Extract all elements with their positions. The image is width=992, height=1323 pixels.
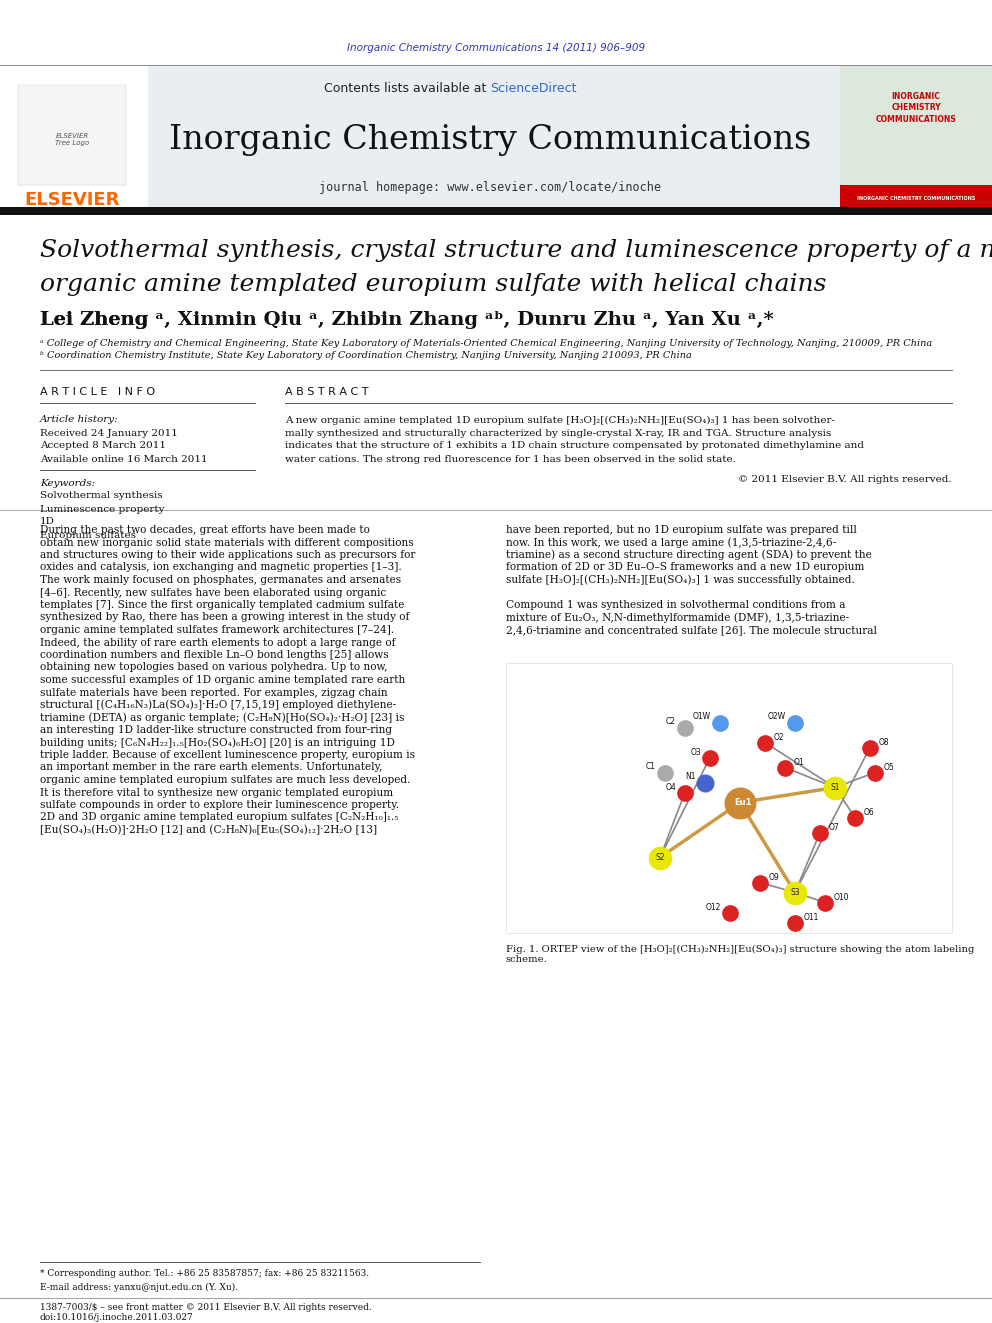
Text: organic amine templated sulfates framework architectures [7–24].: organic amine templated sulfates framewo… xyxy=(40,624,394,635)
Bar xyxy=(18,85,126,185)
Text: O1: O1 xyxy=(794,758,805,767)
Bar xyxy=(506,663,952,933)
Text: O9: O9 xyxy=(769,873,780,882)
Bar xyxy=(840,185,992,210)
Text: O6: O6 xyxy=(864,808,875,818)
Text: A R T I C L E   I N F O: A R T I C L E I N F O xyxy=(40,388,155,397)
Text: formation of 2D or 3D Eu–O–S frameworks and a new 1D europium: formation of 2D or 3D Eu–O–S frameworks … xyxy=(506,562,864,573)
Text: building units; [C₆N₄H₂₂]₁.₅[Ho₂(SO₄)₆H₂O] [20] is an intriguing 1D: building units; [C₆N₄H₂₂]₁.₅[Ho₂(SO₄)₆H₂… xyxy=(40,737,395,747)
Text: Article history:: Article history: xyxy=(40,415,119,425)
Text: triamine (DETA) as organic template; (C₂H₈N)[Ho(SO₄)₂·H₂O] [23] is: triamine (DETA) as organic template; (C₂… xyxy=(40,712,405,722)
Text: N1: N1 xyxy=(685,773,696,781)
Text: During the past two decades, great efforts have been made to: During the past two decades, great effor… xyxy=(40,525,370,534)
Text: ᵃ College of Chemistry and Chemical Engineering, State Key Laboratory of Materia: ᵃ College of Chemistry and Chemical Engi… xyxy=(40,339,932,348)
Text: indicates that the structure of 1 exhibits a 1D chain structure compensated by p: indicates that the structure of 1 exhibi… xyxy=(285,442,864,451)
Text: now. In this work, we used a large amine (1,3,5-triazine-2,4,6-: now. In this work, we used a large amine… xyxy=(506,537,836,548)
Text: 2D and 3D organic amine templated europium sulfates [C₂N₂H₁₀]₁.₅: 2D and 3D organic amine templated europi… xyxy=(40,812,399,823)
Text: O3: O3 xyxy=(690,747,701,757)
Text: an important member in the rare earth elements. Unfortunately,: an important member in the rare earth el… xyxy=(40,762,382,773)
Text: sulfate materials have been reported. For examples, zigzag chain: sulfate materials have been reported. Fo… xyxy=(40,688,388,697)
Text: Inorganic Chemistry Communications: Inorganic Chemistry Communications xyxy=(169,124,811,156)
Bar xyxy=(0,206,992,216)
Text: [4–6]. Recently, new sulfates have been elaborated using organic: [4–6]. Recently, new sulfates have been … xyxy=(40,587,386,598)
Text: O11: O11 xyxy=(804,913,819,922)
Text: an interesting 1D ladder-like structure constructed from four-ring: an interesting 1D ladder-like structure … xyxy=(40,725,392,736)
Text: S2: S2 xyxy=(656,853,665,863)
Text: Fig. 1. ORTEP view of the [H₃O]₂[(CH₃)₂NH₂][Eu(SO₄)₃] structure showing the atom: Fig. 1. ORTEP view of the [H₃O]₂[(CH₃)₂N… xyxy=(506,945,974,964)
Text: doi:10.1016/j.inoche.2011.03.027: doi:10.1016/j.inoche.2011.03.027 xyxy=(40,1314,193,1323)
Text: O12: O12 xyxy=(705,904,721,912)
Text: E-mail address: yanxu@njut.edu.cn (Y. Xu).: E-mail address: yanxu@njut.edu.cn (Y. Xu… xyxy=(40,1282,238,1291)
Text: Solvothermal synthesis: Solvothermal synthesis xyxy=(40,492,163,500)
Text: A new organic amine templated 1D europium sulfate [H₃O]₂[(CH₃)₂NH₂][Eu(SO₄)₃] 1 : A new organic amine templated 1D europiu… xyxy=(285,415,835,425)
Text: 1387-7003/$ – see front matter © 2011 Elsevier B.V. All rights reserved.: 1387-7003/$ – see front matter © 2011 El… xyxy=(40,1303,372,1312)
Text: © 2011 Elsevier B.V. All rights reserved.: © 2011 Elsevier B.V. All rights reserved… xyxy=(738,475,952,484)
Text: templates [7]. Since the first organically templated cadmium sulfate: templates [7]. Since the first organical… xyxy=(40,601,405,610)
Text: Available online 16 March 2011: Available online 16 March 2011 xyxy=(40,455,207,463)
Text: Eu1: Eu1 xyxy=(734,798,752,807)
Text: oxides and catalysis, ion exchanging and magnetic properties [1–3].: oxides and catalysis, ion exchanging and… xyxy=(40,562,402,573)
Text: obtain new inorganic solid state materials with different compositions: obtain new inorganic solid state materia… xyxy=(40,537,414,548)
Text: 1D: 1D xyxy=(40,517,55,527)
Text: obtaining new topologies based on various polyhedra. Up to now,: obtaining new topologies based on variou… xyxy=(40,663,388,672)
Text: C1: C1 xyxy=(646,762,656,771)
Text: O8: O8 xyxy=(879,738,890,747)
Text: triple ladder. Because of excellent luminescence property, europium is: triple ladder. Because of excellent lumi… xyxy=(40,750,415,759)
Text: INORGANIC
CHEMISTRY
COMMUNICATIONS: INORGANIC CHEMISTRY COMMUNICATIONS xyxy=(876,91,956,124)
Text: journal homepage: www.elsevier.com/locate/inoche: journal homepage: www.elsevier.com/locat… xyxy=(319,181,661,194)
Text: S1: S1 xyxy=(830,783,840,792)
Text: Lei Zheng: Lei Zheng xyxy=(40,311,149,329)
Text: O5: O5 xyxy=(884,763,895,773)
Text: some successful examples of 1D organic amine templated rare earth: some successful examples of 1D organic a… xyxy=(40,675,406,685)
Text: organic amine templated europium sulfate with helical chains: organic amine templated europium sulfate… xyxy=(40,274,826,296)
Text: Contents lists available at: Contents lists available at xyxy=(323,82,490,94)
Text: Accepted 8 March 2011: Accepted 8 March 2011 xyxy=(40,442,166,451)
Text: INORGANIC CHEMISTRY COMMUNICATIONS: INORGANIC CHEMISTRY COMMUNICATIONS xyxy=(857,197,975,201)
Text: ᵇ Coordination Chemistry Institute, State Key Laboratory of Coordination Chemist: ᵇ Coordination Chemistry Institute, Stat… xyxy=(40,352,691,360)
Text: O7: O7 xyxy=(829,823,840,832)
Text: Keywords:: Keywords: xyxy=(40,479,95,487)
Text: Inorganic Chemistry Communications 14 (2011) 906–909: Inorganic Chemistry Communications 14 (2… xyxy=(347,44,645,53)
Text: O10: O10 xyxy=(834,893,849,902)
Text: 2,4,6-triamine and concentrated sulfate [26]. The molecule structural: 2,4,6-triamine and concentrated sulfate … xyxy=(506,624,877,635)
Bar xyxy=(148,65,840,210)
Text: Received 24 January 2011: Received 24 January 2011 xyxy=(40,429,178,438)
Text: Lei Zheng ᵃ, Xinmin Qiu ᵃ, Zhibin Zhang ᵃᵇ, Dunru Zhu ᵃ, Yan Xu ᵃ,*: Lei Zheng ᵃ, Xinmin Qiu ᵃ, Zhibin Zhang … xyxy=(40,311,774,329)
Text: * Corresponding author. Tel.: +86 25 83587857; fax: +86 25 83211563.: * Corresponding author. Tel.: +86 25 835… xyxy=(40,1270,369,1278)
Text: The work mainly focused on phosphates, germanates and arsenates: The work mainly focused on phosphates, g… xyxy=(40,576,401,585)
Text: have been reported, but no 1D europium sulfate was prepared till: have been reported, but no 1D europium s… xyxy=(506,525,857,534)
Text: coordination numbers and flexible Ln–O bond lengths [25] allows: coordination numbers and flexible Ln–O b… xyxy=(40,650,389,660)
Text: Solvothermal synthesis, crystal structure and luminescence property of a new 1D: Solvothermal synthesis, crystal structur… xyxy=(40,238,992,262)
Text: S3: S3 xyxy=(791,888,800,897)
Text: Indeed, the ability of rare earth elements to adopt a large range of: Indeed, the ability of rare earth elemen… xyxy=(40,638,396,647)
Text: Europium sulfates: Europium sulfates xyxy=(40,531,136,540)
Text: sulfate [H₃O]₂[(CH₃)₂NH₂][Eu(SO₄)₃] 1 was successfully obtained.: sulfate [H₃O]₂[(CH₃)₂NH₂][Eu(SO₄)₃] 1 wa… xyxy=(506,574,855,585)
Text: C2: C2 xyxy=(666,717,676,726)
Text: and structures owing to their wide applications such as precursors for: and structures owing to their wide appli… xyxy=(40,550,416,560)
Text: triamine) as a second structure directing agent (SDA) to prevent the: triamine) as a second structure directin… xyxy=(506,550,872,560)
Text: O4: O4 xyxy=(666,783,676,792)
Text: A B S T R A C T: A B S T R A C T xyxy=(285,388,368,397)
Text: water cations. The strong red fluorescence for 1 has been observed in the solid : water cations. The strong red fluorescen… xyxy=(285,455,736,463)
Bar xyxy=(0,65,148,210)
Text: O2: O2 xyxy=(774,733,785,742)
Text: O1W: O1W xyxy=(692,712,711,721)
Text: synthesized by Rao, there has been a growing interest in the study of: synthesized by Rao, there has been a gro… xyxy=(40,613,410,623)
Text: [Eu(SO₄)₃(H₂O)]·2H₂O [12] and (C₂H₈N)₆[Eu₅(SO₄)₁₂]·2H₂O [13]: [Eu(SO₄)₃(H₂O)]·2H₂O [12] and (C₂H₈N)₆[E… xyxy=(40,824,377,835)
Text: ScienceDirect: ScienceDirect xyxy=(490,82,576,94)
Text: mixture of Eu₂O₃, N,N-dimethylformamide (DMF), 1,3,5-triazine-: mixture of Eu₂O₃, N,N-dimethylformamide … xyxy=(506,613,849,623)
Text: Compound 1 was synthesized in solvothermal conditions from a: Compound 1 was synthesized in solvotherm… xyxy=(506,601,845,610)
Text: Luminescence property: Luminescence property xyxy=(40,504,165,513)
Text: mally synthesized and structurally characterized by single-crystal X-ray, IR and: mally synthesized and structurally chara… xyxy=(285,429,831,438)
Bar xyxy=(840,65,992,210)
Text: organic amine templated europium sulfates are much less developed.: organic amine templated europium sulfate… xyxy=(40,775,411,785)
Text: It is therefore vital to synthesize new organic templated europium: It is therefore vital to synthesize new … xyxy=(40,787,393,798)
Text: structural [(C₄H₁₆N₃)La(SO₄)₃]·H₂O [7,15,19] employed diethylene-: structural [(C₄H₁₆N₃)La(SO₄)₃]·H₂O [7,15… xyxy=(40,700,396,710)
Text: ELSEVIER: ELSEVIER xyxy=(25,191,120,209)
Text: O2W: O2W xyxy=(768,712,786,721)
Text: sulfate compounds in order to explore their luminescence property.: sulfate compounds in order to explore th… xyxy=(40,800,399,810)
Text: ELSEVIER
Tree Logo: ELSEVIER Tree Logo xyxy=(55,134,89,147)
